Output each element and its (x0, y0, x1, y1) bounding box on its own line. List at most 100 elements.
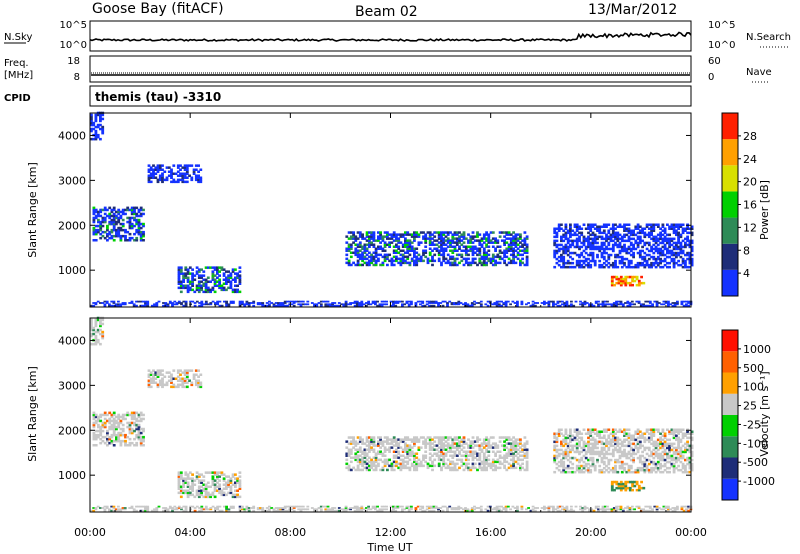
power-cell (130, 300, 134, 303)
power-cell (370, 241, 373, 244)
power-cell (401, 233, 405, 236)
velocity-cell (566, 470, 570, 474)
power-cell (482, 261, 486, 265)
velocity-cell (372, 436, 376, 439)
power-cell (392, 255, 396, 259)
power-cell (625, 227, 629, 230)
velocity-cell (523, 468, 527, 472)
velocity-cell (686, 428, 689, 431)
velocity-cell (211, 481, 215, 484)
power-cell (491, 255, 495, 259)
power-cell (117, 208, 121, 212)
power-cell (681, 239, 685, 243)
power-cell (618, 245, 622, 249)
power-cell (652, 261, 656, 265)
power-cell (349, 245, 353, 248)
velocity-cell (656, 466, 660, 470)
velocity-cell (453, 450, 457, 453)
power-cell (216, 280, 219, 283)
power-cell (507, 245, 511, 248)
power-cell (431, 237, 434, 240)
power-cell (488, 300, 492, 303)
velocity-cell (500, 444, 504, 447)
velocity-cell (668, 448, 671, 452)
velocity-cell (589, 432, 593, 435)
velocity-cell (555, 432, 559, 435)
velocity-cell (645, 466, 649, 470)
power-cell (611, 233, 615, 237)
velocity-cell (449, 448, 452, 451)
velocity-cell (485, 450, 488, 453)
power-cell (503, 251, 506, 254)
power-cell (677, 233, 680, 237)
power-cell (690, 231, 694, 235)
power-cell (632, 251, 635, 255)
power-cell (396, 300, 400, 303)
power-cell (390, 259, 394, 263)
power-cell (564, 227, 568, 230)
velocity-cell (431, 464, 434, 468)
velocity-cell (110, 413, 114, 417)
velocity-cell (117, 437, 121, 441)
velocity-cell (627, 434, 631, 437)
velocity-cell (135, 505, 138, 508)
power-cell (647, 227, 651, 230)
power-cell (108, 222, 112, 226)
velocity-cell (562, 470, 566, 474)
velocity-cell (455, 444, 459, 447)
velocity-cell (666, 470, 669, 474)
power-cell (593, 247, 597, 251)
power-cell (365, 239, 369, 242)
velocity-cell (453, 462, 457, 466)
power-cell (643, 227, 647, 230)
velocity-cell (663, 434, 667, 437)
velocity-cell (132, 508, 136, 511)
velocity-cell (553, 448, 557, 452)
power-cell (636, 261, 640, 265)
power-cell (516, 243, 520, 246)
velocity-cell (455, 468, 459, 472)
power-cell (624, 283, 628, 287)
power-cell (666, 261, 669, 265)
velocity-cell (553, 470, 557, 474)
power-cell (354, 235, 358, 238)
velocity-cell (610, 480, 614, 484)
power-cell (453, 231, 457, 234)
velocity-cell (440, 468, 443, 472)
nsky-label: N.Sky (4, 32, 32, 43)
velocity-cell (161, 381, 164, 384)
power-cell (564, 245, 568, 249)
power-cell (625, 233, 629, 237)
power-cell (347, 247, 351, 250)
velocity-cell (675, 456, 678, 460)
velocity-cell (204, 489, 208, 492)
power-cell (684, 265, 687, 269)
power-cell (661, 249, 665, 253)
velocity-cell (204, 493, 208, 497)
power-cell (506, 300, 510, 303)
power-cell (509, 259, 513, 263)
velocity-cell (417, 462, 421, 466)
velocity-cell (161, 377, 164, 380)
power-cell (609, 237, 613, 241)
velocity-cell (231, 493, 235, 497)
velocity-cell (589, 464, 593, 468)
velocity-cell (183, 385, 187, 389)
velocity-cell (392, 436, 396, 439)
velocity-cell (571, 470, 575, 474)
power-cell (144, 302, 147, 304)
power-cell (92, 210, 96, 214)
velocity-cell (500, 462, 504, 466)
velocity-cell (166, 508, 170, 511)
velocity-cell (650, 454, 653, 458)
power-cell (345, 247, 349, 250)
velocity-cell (616, 458, 620, 462)
power-cell (184, 276, 188, 279)
power-cell (587, 261, 590, 265)
power-cell (545, 302, 549, 304)
power-cell (681, 257, 685, 261)
velocity-cell (614, 458, 617, 462)
velocity-cell (631, 488, 634, 492)
velocity-cell (97, 429, 100, 433)
velocity-cell (184, 473, 188, 476)
